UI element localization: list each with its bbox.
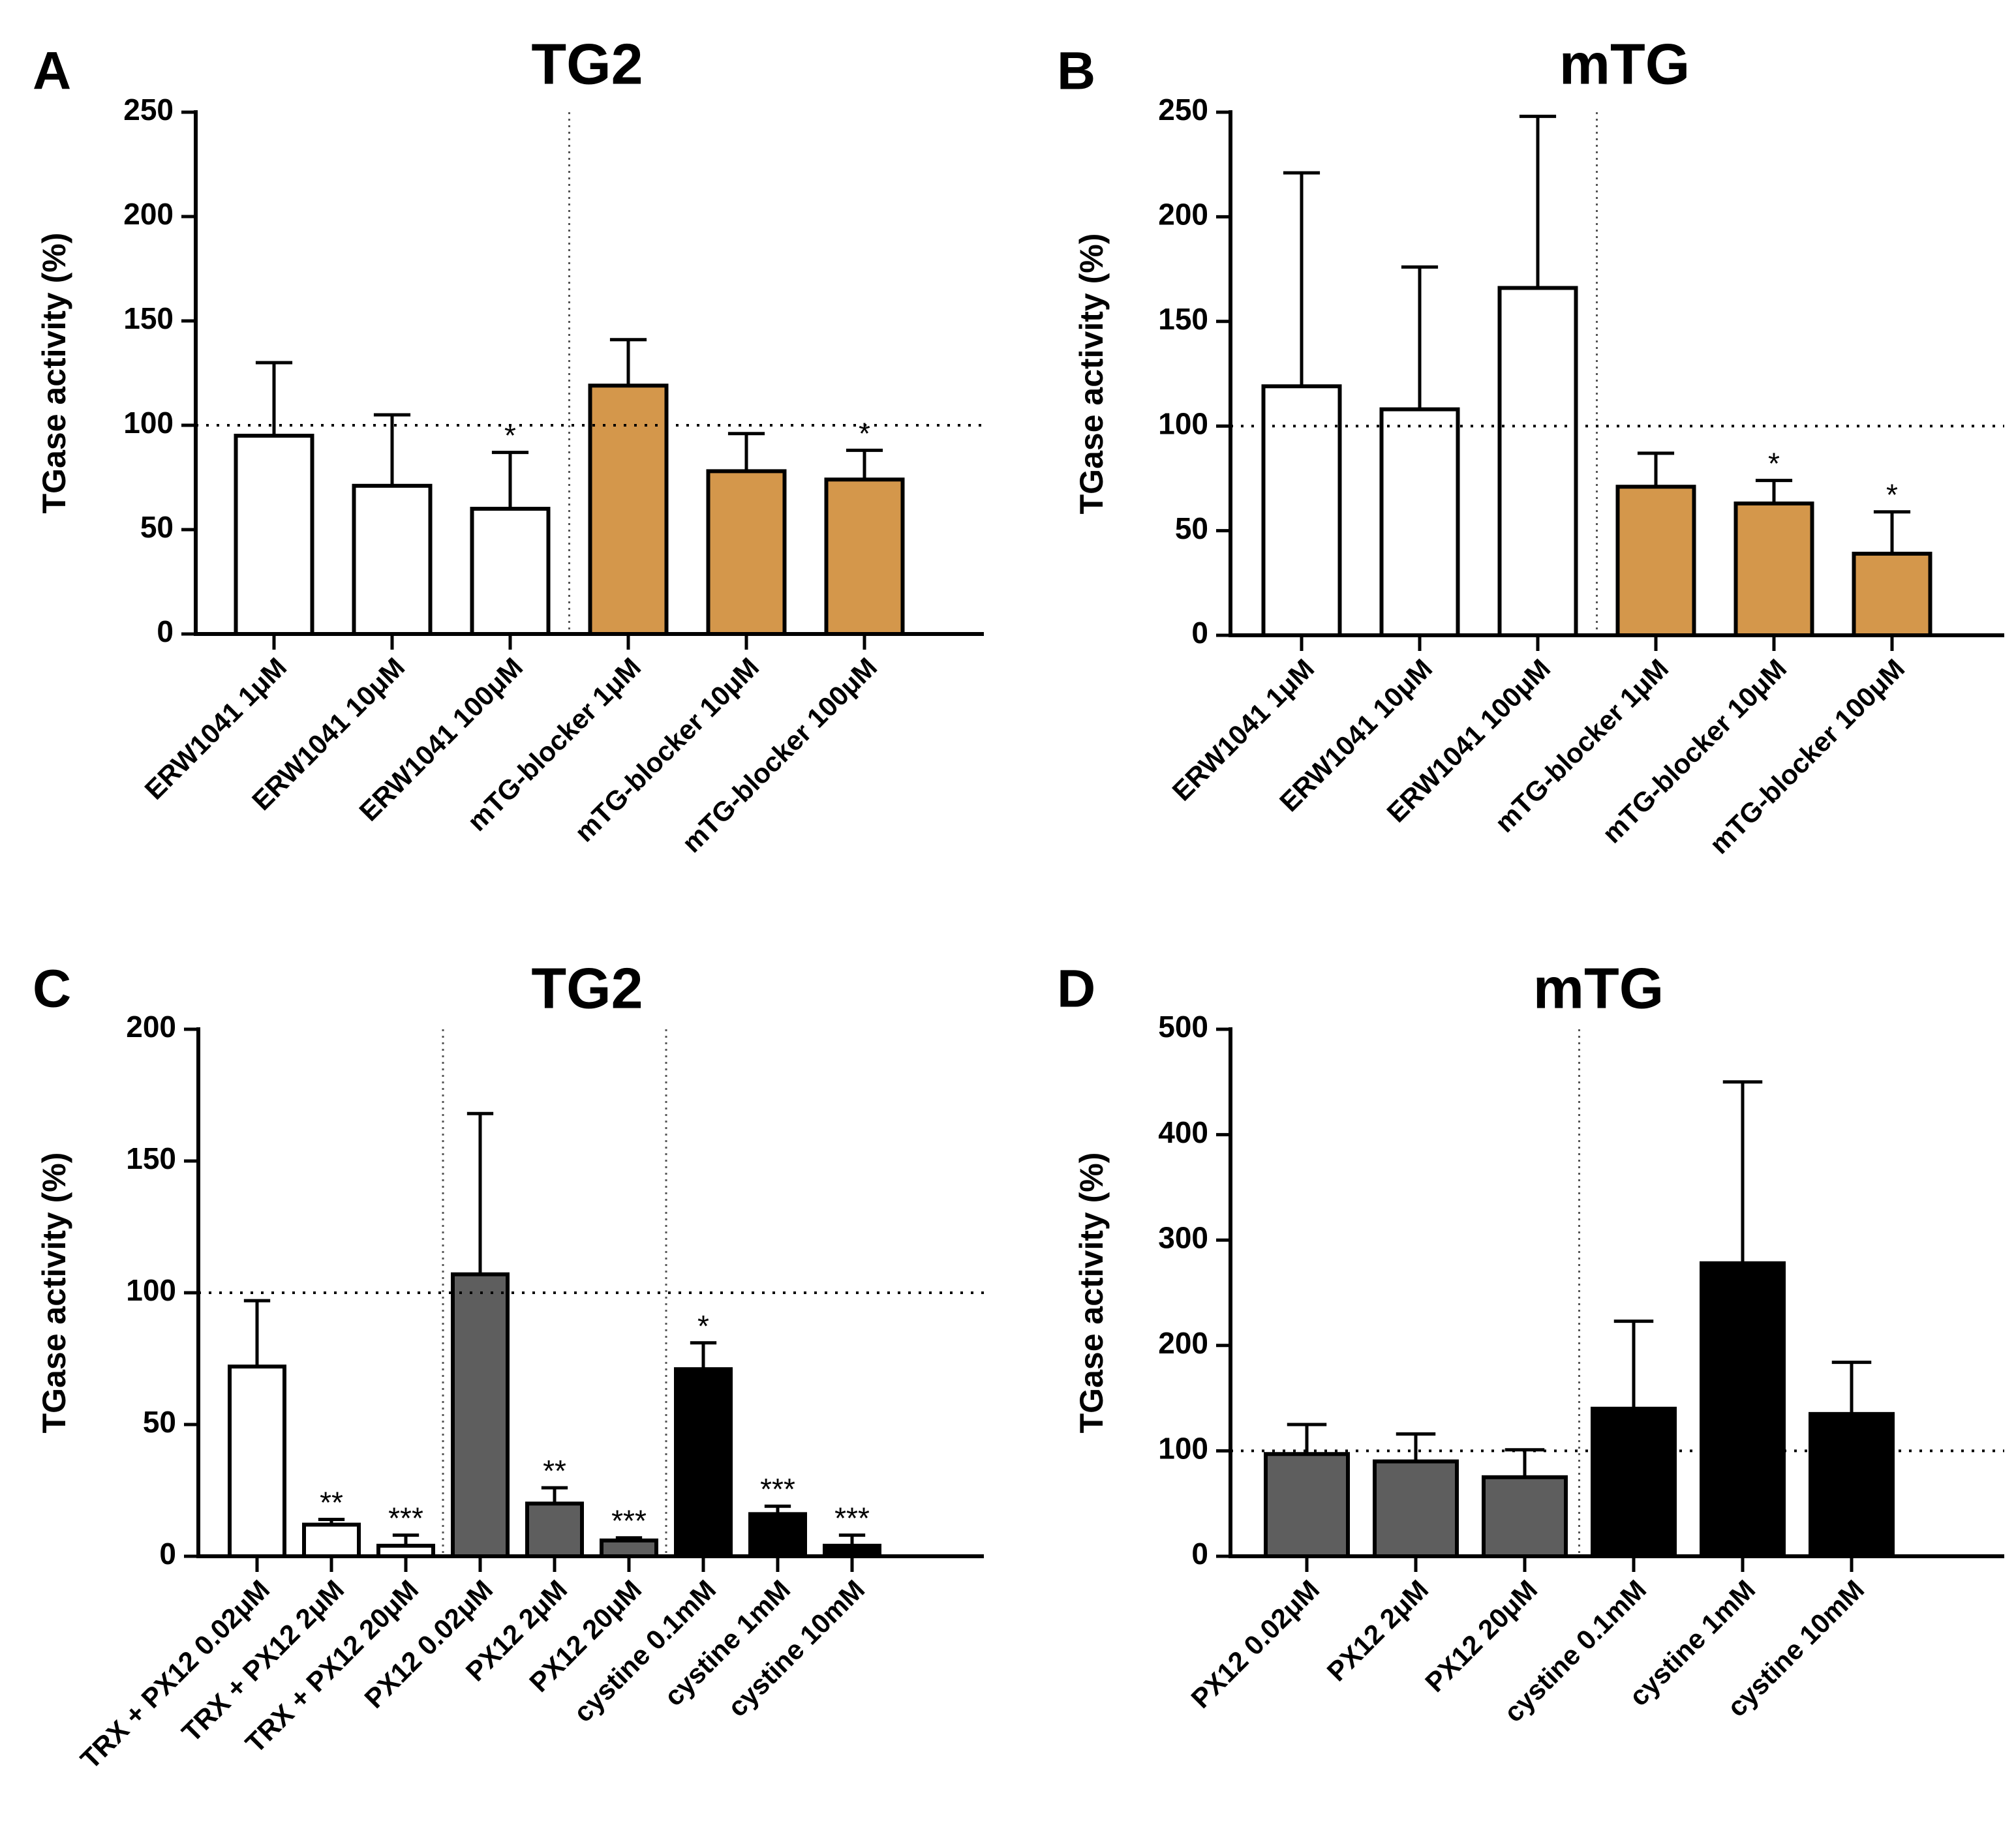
y-tick-label-c: 200 bbox=[126, 1010, 176, 1044]
bar-c-4 bbox=[451, 1272, 510, 1558]
panel-letter-c: C bbox=[33, 959, 71, 1019]
y-tick-label-b: 250 bbox=[1158, 93, 1208, 127]
significance-b-6: * bbox=[1886, 478, 1898, 512]
bar-b-3 bbox=[1497, 286, 1578, 637]
bar-b-6 bbox=[1852, 551, 1932, 637]
y-tick-label-a: 150 bbox=[123, 301, 174, 335]
chart-title-c: TG2 bbox=[531, 956, 643, 1020]
significance-c-9: *** bbox=[834, 1501, 870, 1535]
x-tick-label-d-1: PX12 0.02μM bbox=[1185, 1574, 1325, 1714]
bar-d-2 bbox=[1373, 1459, 1459, 1559]
x-tick-label-c-4: PX12 0.02μM bbox=[358, 1574, 498, 1714]
y-tick-label-a: 250 bbox=[123, 93, 174, 127]
y-tick-label-d: 200 bbox=[1158, 1326, 1208, 1360]
significance-c-7: * bbox=[697, 1309, 709, 1343]
significance-c-3: *** bbox=[388, 1501, 423, 1535]
significance-c-6: *** bbox=[611, 1504, 647, 1538]
bar-d-6 bbox=[1809, 1411, 1895, 1559]
y-tick-label-b: 50 bbox=[1175, 511, 1208, 545]
significance-a-3: * bbox=[504, 419, 516, 453]
y-tick-label-c: 150 bbox=[126, 1141, 176, 1175]
bar-c-2 bbox=[302, 1522, 361, 1559]
chart-title-d: mTG bbox=[1533, 956, 1664, 1020]
bar-a-5 bbox=[706, 469, 787, 637]
bar-b-2 bbox=[1379, 407, 1460, 637]
bar-d-5 bbox=[1700, 1261, 1786, 1558]
bar-b-5 bbox=[1733, 501, 1814, 637]
bar-b-1 bbox=[1261, 384, 1342, 637]
bar-c-8 bbox=[748, 1512, 807, 1559]
y-tick-label-c: 100 bbox=[126, 1273, 176, 1307]
significance-c-8: *** bbox=[760, 1472, 795, 1506]
y-tick-label-b: 0 bbox=[1191, 616, 1208, 650]
bar-a-1 bbox=[234, 434, 314, 636]
x-tick-label-c-9: cystine 10mM bbox=[722, 1574, 870, 1723]
y-tick-label-b: 100 bbox=[1158, 406, 1208, 440]
y-tick-label-a: 50 bbox=[140, 510, 174, 544]
chart-title-a: TG2 bbox=[531, 31, 643, 96]
y-tick-label-d: 400 bbox=[1158, 1115, 1208, 1149]
y-axis-label-c: TGase activity (%) bbox=[36, 1153, 72, 1434]
x-tick-label-a-6: mTG-blocker 100μM bbox=[676, 652, 883, 858]
bar-b-4 bbox=[1615, 485, 1696, 637]
bar-d-1 bbox=[1264, 1452, 1350, 1559]
y-tick-label-a: 100 bbox=[123, 406, 174, 440]
y-tick-label-d: 0 bbox=[1191, 1537, 1208, 1571]
x-tick-label-d-2: PX12 2μM bbox=[1321, 1574, 1435, 1687]
y-axis-label-b: TGase activity (%) bbox=[1073, 234, 1110, 515]
panel-letter-b: B bbox=[1057, 42, 1095, 101]
y-tick-label-c: 0 bbox=[159, 1537, 176, 1571]
y-tick-label-a: 200 bbox=[123, 197, 174, 231]
bar-d-3 bbox=[1482, 1475, 1568, 1559]
bar-d-4 bbox=[1591, 1406, 1677, 1559]
chart-title-b: mTG bbox=[1559, 31, 1690, 96]
panel-letter-a: A bbox=[33, 42, 71, 101]
y-tick-label-c: 50 bbox=[143, 1405, 176, 1439]
significance-b-5: * bbox=[1768, 447, 1780, 481]
significance-a-6: * bbox=[859, 416, 870, 450]
y-axis-label-d: TGase activity (%) bbox=[1073, 1153, 1110, 1434]
y-tick-label-d: 300 bbox=[1158, 1220, 1208, 1254]
bar-a-3 bbox=[470, 507, 551, 636]
significance-c-5: ** bbox=[543, 1454, 566, 1488]
bar-c-7 bbox=[674, 1367, 733, 1558]
y-tick-label-d: 100 bbox=[1158, 1432, 1208, 1466]
x-tick-label-b-6: mTG-blocker 100μM bbox=[1703, 653, 1910, 860]
bar-c-5 bbox=[525, 1501, 584, 1558]
bar-c-6 bbox=[600, 1538, 658, 1559]
y-tick-label-b: 150 bbox=[1158, 302, 1208, 336]
y-tick-label-d: 500 bbox=[1158, 1010, 1208, 1044]
bar-c-1 bbox=[228, 1365, 286, 1559]
y-axis-label-a: TGase activity (%) bbox=[36, 233, 72, 514]
bar-a-6 bbox=[824, 477, 905, 637]
y-tick-label-a: 0 bbox=[157, 614, 174, 648]
bar-a-2 bbox=[352, 483, 433, 636]
significance-c-2: ** bbox=[320, 1485, 343, 1519]
bar-a-4 bbox=[588, 384, 669, 636]
panel-letter-d: D bbox=[1057, 959, 1095, 1019]
y-tick-label-b: 200 bbox=[1158, 198, 1208, 232]
